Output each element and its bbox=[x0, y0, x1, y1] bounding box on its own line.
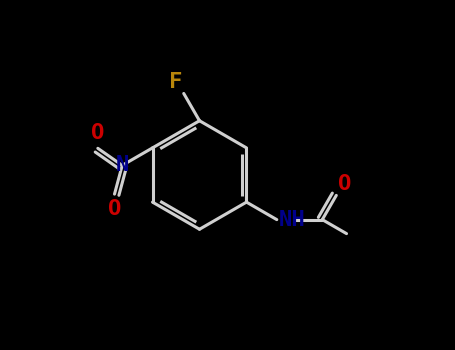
Text: N: N bbox=[116, 155, 129, 175]
Text: O: O bbox=[338, 174, 351, 194]
Text: F: F bbox=[169, 72, 182, 92]
Text: O: O bbox=[91, 123, 105, 143]
Text: NH: NH bbox=[278, 210, 305, 230]
Text: O: O bbox=[108, 199, 121, 219]
